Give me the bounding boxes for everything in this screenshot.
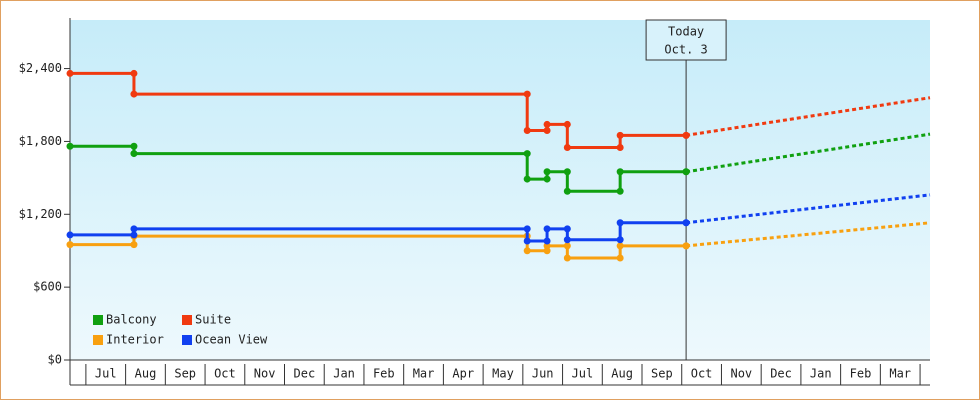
point bbox=[543, 237, 551, 245]
point bbox=[130, 231, 138, 239]
point bbox=[616, 168, 624, 176]
point bbox=[563, 168, 571, 176]
legend-swatch bbox=[93, 315, 103, 325]
point bbox=[523, 237, 531, 245]
point bbox=[543, 247, 551, 255]
y-tick-label: $1,800 bbox=[19, 134, 62, 148]
point bbox=[563, 236, 571, 244]
forecast-line bbox=[685, 193, 931, 225]
point bbox=[543, 175, 551, 183]
legend-swatch bbox=[93, 335, 103, 345]
point bbox=[682, 131, 690, 139]
legend-swatch bbox=[182, 315, 192, 325]
point bbox=[616, 242, 624, 250]
x-tick-label: Oct bbox=[691, 367, 713, 381]
x-tick-label: Aug bbox=[135, 367, 157, 381]
point bbox=[563, 144, 571, 151]
point bbox=[682, 242, 690, 250]
x-tick-label: Jan bbox=[810, 367, 832, 381]
x-tick-label: Jan bbox=[333, 367, 355, 381]
point bbox=[66, 241, 74, 249]
point bbox=[563, 242, 571, 250]
point bbox=[616, 187, 624, 195]
legend-label: Ocean View bbox=[195, 333, 268, 347]
point bbox=[66, 231, 74, 239]
legend-label: Suite bbox=[195, 313, 231, 327]
x-tick-label: Nov bbox=[254, 367, 276, 381]
x-tick-label: Jul bbox=[572, 367, 594, 381]
x-tick-label: Jun bbox=[532, 367, 554, 381]
legend-label: Interior bbox=[106, 333, 164, 347]
today-label: Today bbox=[668, 25, 704, 39]
point bbox=[543, 127, 551, 134]
forecast-line bbox=[685, 132, 931, 174]
point bbox=[563, 187, 571, 195]
point bbox=[523, 127, 531, 134]
x-tick-label: Mar bbox=[413, 367, 435, 381]
point bbox=[682, 219, 690, 227]
point bbox=[543, 120, 551, 128]
x-tick-label: Feb bbox=[373, 367, 395, 381]
point bbox=[130, 241, 138, 249]
x-tick-label: Apr bbox=[452, 367, 474, 381]
point bbox=[130, 142, 138, 150]
plot-area bbox=[70, 20, 930, 360]
x-tick-label: Sep bbox=[174, 367, 196, 381]
x-tick-label: Dec bbox=[770, 367, 792, 381]
point bbox=[563, 120, 571, 128]
x-tick-label: Jul bbox=[95, 367, 117, 381]
y-tick-label: $1,200 bbox=[19, 207, 62, 221]
point bbox=[616, 236, 624, 244]
point bbox=[66, 142, 74, 150]
x-tick-label: May bbox=[492, 367, 514, 381]
point bbox=[616, 144, 624, 151]
point bbox=[543, 242, 551, 250]
forecast-line bbox=[685, 96, 931, 137]
y-tick-label: $2,400 bbox=[19, 61, 62, 75]
point bbox=[130, 225, 138, 233]
point bbox=[616, 254, 624, 262]
point bbox=[130, 150, 138, 158]
y-tick-label: $0 bbox=[48, 353, 62, 367]
point bbox=[523, 175, 531, 183]
point bbox=[616, 131, 624, 139]
point bbox=[130, 69, 138, 77]
x-tick-label: Oct bbox=[214, 367, 236, 381]
point bbox=[543, 225, 551, 233]
forecast-line bbox=[685, 221, 931, 248]
point bbox=[682, 168, 690, 176]
point bbox=[543, 168, 551, 176]
point bbox=[523, 90, 531, 98]
point bbox=[523, 247, 531, 255]
point bbox=[523, 150, 531, 158]
x-tick-label: Feb bbox=[850, 367, 872, 381]
point bbox=[616, 219, 624, 227]
point bbox=[523, 225, 531, 233]
x-tick-label: Sep bbox=[651, 367, 673, 381]
x-tick-label: Aug bbox=[611, 367, 633, 381]
legend-swatch bbox=[182, 335, 192, 345]
x-tick-label: Mar bbox=[889, 367, 911, 381]
y-tick-label: $600 bbox=[33, 280, 62, 294]
today-label: Oct. 3 bbox=[664, 43, 707, 57]
today-box bbox=[645, 19, 727, 61]
x-tick-label: Dec bbox=[294, 367, 316, 381]
point bbox=[563, 254, 571, 262]
x-tick-label: Nov bbox=[730, 367, 752, 381]
legend-label: Balcony bbox=[106, 313, 157, 327]
point bbox=[66, 69, 74, 77]
point bbox=[563, 225, 571, 233]
point bbox=[130, 90, 138, 98]
